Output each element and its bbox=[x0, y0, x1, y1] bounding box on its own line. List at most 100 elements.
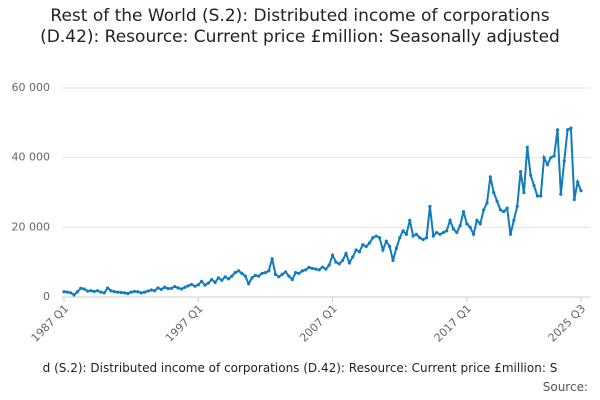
point bbox=[126, 291, 130, 296]
y-tick-label: 60 000 bbox=[12, 81, 51, 94]
point bbox=[79, 286, 83, 290]
point bbox=[220, 278, 224, 282]
point bbox=[99, 290, 103, 294]
point bbox=[411, 234, 415, 238]
point bbox=[435, 230, 439, 235]
point bbox=[95, 289, 100, 293]
point bbox=[539, 194, 543, 198]
point bbox=[230, 274, 234, 278]
point bbox=[471, 232, 476, 236]
point bbox=[307, 265, 311, 269]
x-tick-label: 2017 Q1 bbox=[432, 302, 475, 345]
point bbox=[394, 246, 398, 250]
point bbox=[250, 276, 254, 280]
point bbox=[183, 285, 187, 289]
point bbox=[236, 269, 241, 273]
point bbox=[290, 277, 294, 282]
x-tick-label: 1987 Q1 bbox=[29, 302, 72, 345]
point bbox=[75, 290, 80, 294]
point bbox=[475, 218, 479, 222]
point bbox=[273, 272, 278, 276]
point bbox=[72, 293, 76, 297]
point bbox=[562, 159, 566, 163]
point bbox=[186, 284, 190, 288]
point bbox=[565, 128, 570, 132]
point bbox=[153, 289, 157, 293]
point bbox=[176, 286, 180, 290]
point bbox=[85, 289, 90, 293]
point bbox=[253, 273, 257, 278]
point bbox=[344, 251, 348, 256]
point bbox=[149, 288, 153, 292]
point bbox=[106, 286, 110, 290]
x-tick-label: 1997 Q1 bbox=[163, 302, 206, 345]
source: Source: bbox=[542, 380, 588, 394]
point bbox=[522, 190, 526, 195]
point bbox=[129, 290, 133, 294]
y-tick-label: 0 bbox=[43, 290, 50, 303]
point bbox=[226, 277, 231, 281]
point bbox=[576, 180, 580, 184]
point bbox=[247, 282, 251, 286]
point bbox=[559, 192, 563, 196]
point bbox=[139, 291, 143, 295]
point bbox=[283, 270, 288, 274]
point bbox=[495, 199, 499, 203]
point bbox=[82, 287, 86, 291]
point bbox=[428, 204, 432, 209]
point bbox=[482, 208, 486, 212]
point bbox=[512, 218, 516, 222]
point bbox=[384, 239, 388, 243]
point bbox=[465, 222, 469, 226]
point bbox=[485, 201, 489, 205]
point bbox=[364, 244, 368, 249]
point bbox=[216, 276, 221, 280]
point bbox=[62, 290, 66, 294]
point bbox=[200, 279, 204, 283]
point bbox=[169, 286, 174, 290]
point bbox=[116, 290, 120, 294]
point bbox=[357, 250, 362, 254]
point bbox=[525, 145, 529, 149]
point bbox=[401, 229, 405, 233]
point bbox=[529, 173, 533, 177]
point bbox=[448, 218, 452, 222]
point bbox=[112, 290, 116, 294]
point bbox=[552, 154, 556, 158]
point bbox=[243, 274, 247, 278]
point bbox=[310, 266, 315, 271]
point bbox=[69, 291, 73, 295]
point bbox=[330, 253, 335, 257]
point bbox=[334, 260, 338, 264]
point bbox=[263, 271, 268, 275]
point bbox=[468, 225, 472, 229]
point bbox=[257, 274, 261, 278]
point bbox=[478, 222, 482, 226]
point bbox=[109, 289, 113, 293]
point bbox=[518, 170, 523, 174]
point bbox=[300, 269, 304, 273]
point bbox=[414, 232, 419, 236]
point bbox=[173, 284, 177, 289]
point bbox=[203, 283, 207, 287]
point bbox=[377, 236, 382, 240]
point bbox=[398, 236, 402, 240]
point bbox=[542, 156, 546, 160]
point bbox=[488, 175, 492, 179]
point bbox=[572, 197, 576, 202]
point bbox=[515, 204, 519, 209]
point bbox=[196, 283, 200, 287]
point bbox=[210, 277, 214, 282]
point bbox=[287, 274, 291, 278]
y-tick-label: 40 000 bbox=[12, 151, 51, 164]
point bbox=[451, 227, 456, 231]
point bbox=[156, 286, 160, 290]
point bbox=[142, 290, 147, 294]
point bbox=[461, 210, 466, 214]
y-tick-label: 20 000 bbox=[12, 220, 51, 233]
chart-title: Rest of the World (S.2): Distributed inc… bbox=[40, 6, 560, 47]
point bbox=[579, 189, 583, 193]
point bbox=[505, 206, 509, 210]
footer: d (S.2): Distributed income of corporati… bbox=[42, 361, 558, 375]
